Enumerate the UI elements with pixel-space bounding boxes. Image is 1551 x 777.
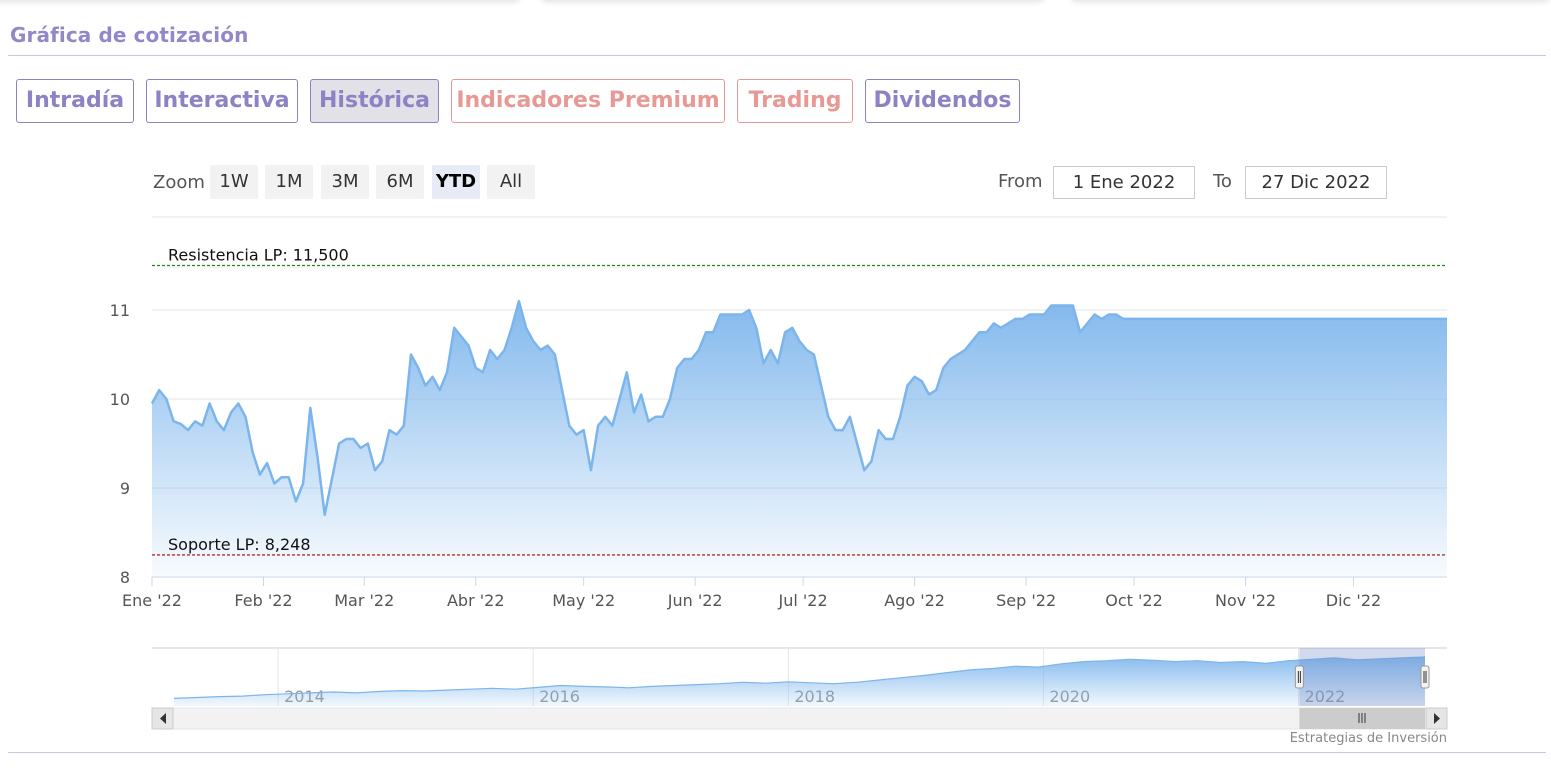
tab-intradia[interactable]: Intradía bbox=[16, 79, 134, 123]
zoom-ytd-button[interactable]: YTD bbox=[432, 165, 480, 199]
scrollbar-track[interactable] bbox=[151, 707, 1448, 730]
x-tick-label: Ene '22 bbox=[122, 591, 182, 610]
tab-historica[interactable]: Histórica bbox=[310, 79, 439, 123]
y-tick-label: 10 bbox=[110, 390, 130, 409]
range-from-input[interactable]: 1 Ene 2022 bbox=[1053, 166, 1195, 199]
x-tick-label: Mar '22 bbox=[334, 591, 394, 610]
navigator-line bbox=[173, 656, 1426, 699]
price-line bbox=[150, 299, 1447, 516]
x-tick-label: Jul '22 bbox=[778, 591, 828, 610]
navigator-selection[interactable] bbox=[1299, 648, 1425, 706]
zoom-all-button[interactable]: All bbox=[487, 165, 535, 199]
y-tick-label: 8 bbox=[120, 568, 130, 587]
tab-dividendos[interactable]: Dividendos bbox=[865, 79, 1020, 123]
x-tick-label: May '22 bbox=[552, 591, 615, 610]
scroll-right-arrow-icon bbox=[1434, 713, 1440, 724]
range-to-label: To bbox=[1213, 171, 1232, 192]
x-tick-label: Oct '22 bbox=[1105, 591, 1163, 610]
tab-trading[interactable]: Trading bbox=[737, 79, 853, 123]
x-tick-label: Abr '22 bbox=[447, 591, 505, 610]
section-title: Gráfica de cotización bbox=[10, 23, 249, 47]
x-tick-label: Dic '22 bbox=[1326, 591, 1381, 610]
tab-indicadores-premium[interactable]: Indicadores Premium bbox=[451, 79, 725, 123]
support-label: Soporte LP: 8,248 bbox=[168, 535, 311, 554]
section-divider-bottom bbox=[8, 752, 1546, 753]
x-tick-label: Sep '22 bbox=[996, 591, 1056, 610]
range-from-label: From bbox=[998, 171, 1043, 192]
range-to-input[interactable]: 27 Dic 2022 bbox=[1245, 166, 1387, 199]
y-tick-label: 11 bbox=[110, 301, 130, 320]
x-tick-label: Nov '22 bbox=[1215, 591, 1276, 610]
scroll-left-arrow-icon bbox=[160, 713, 166, 724]
x-tick-label: Ago '22 bbox=[884, 591, 945, 610]
navigator-handle-right[interactable] bbox=[1420, 665, 1430, 689]
x-tick-label: Feb '22 bbox=[234, 591, 292, 610]
y-tick-label: 9 bbox=[120, 479, 130, 498]
chart-credit[interactable]: Estrategias de Inversión bbox=[1289, 731, 1447, 746]
zoom-1w-button[interactable]: 1W bbox=[210, 165, 258, 199]
zoom-6m-button[interactable]: 6M bbox=[376, 165, 424, 199]
x-tick-label: Jun '22 bbox=[667, 591, 723, 610]
navigator-handle-left[interactable] bbox=[1294, 665, 1304, 689]
price-area bbox=[152, 301, 1447, 577]
zoom-label: Zoom bbox=[153, 172, 205, 193]
tab-interactiva[interactable]: Interactiva bbox=[146, 79, 298, 123]
zoom-1m-button[interactable]: 1M bbox=[265, 165, 313, 199]
resistance-label: Resistencia LP: 11,500 bbox=[168, 246, 349, 265]
navigator-area bbox=[174, 657, 1425, 706]
section-divider-top bbox=[8, 55, 1546, 56]
zoom-3m-button[interactable]: 3M bbox=[321, 165, 369, 199]
